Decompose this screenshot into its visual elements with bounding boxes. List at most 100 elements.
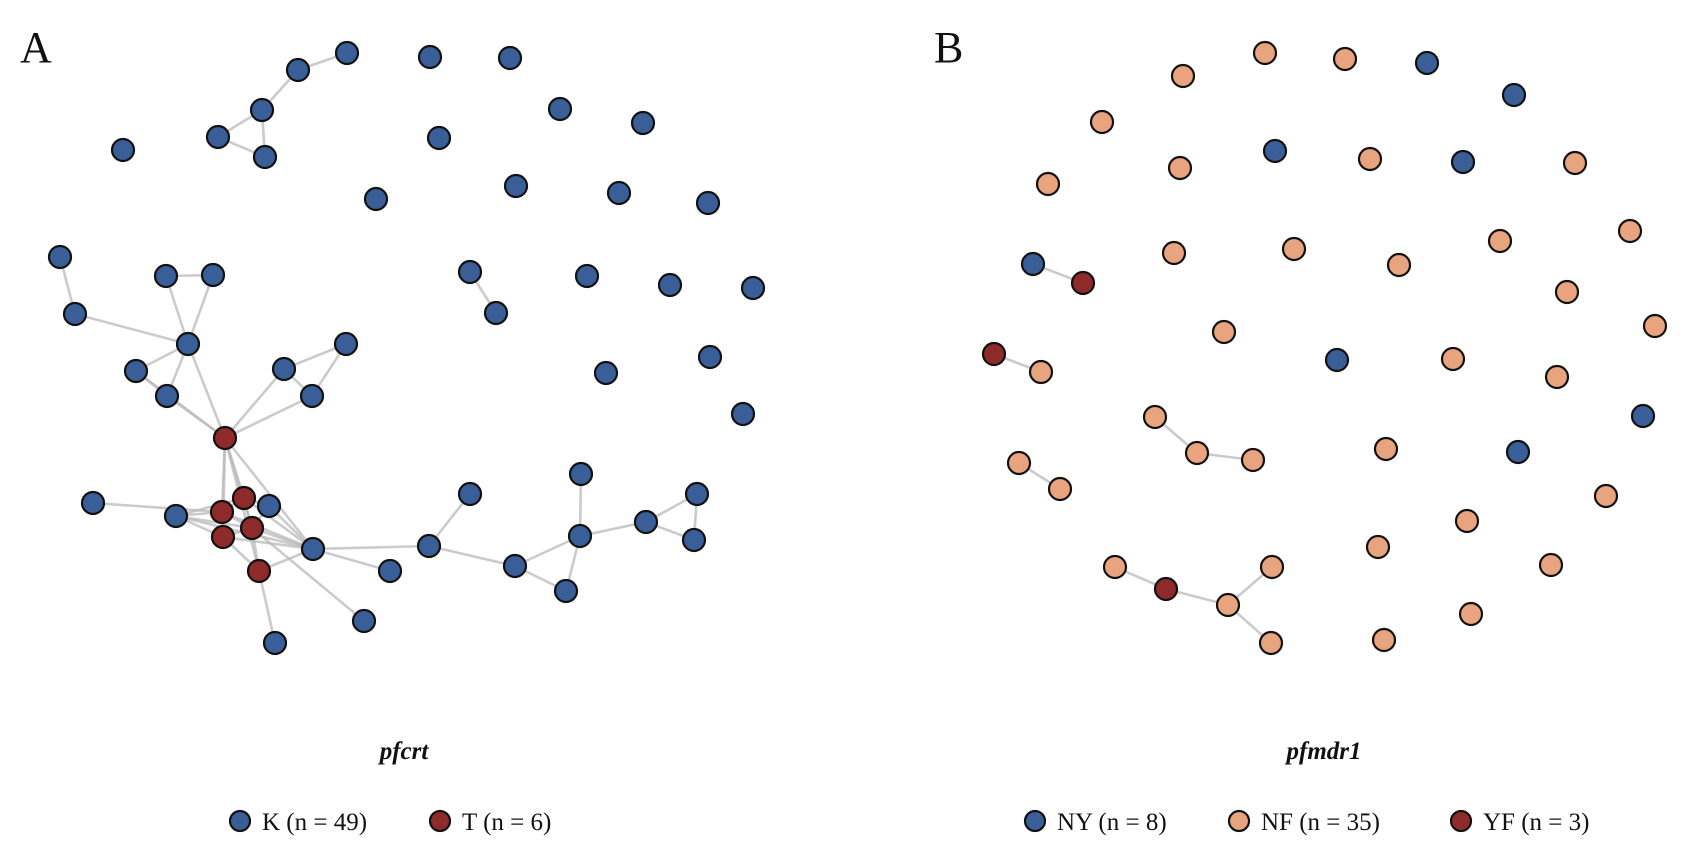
- legend-label-ny: NY (n = 8): [1057, 809, 1167, 836]
- panel-a-edge: [243, 496, 314, 551]
- panel-a-node-blue: [80, 490, 106, 516]
- panel-b-node-peach: [1047, 476, 1073, 502]
- panel-b-node-peach: [1089, 109, 1115, 135]
- panel-a-edge: [92, 501, 223, 514]
- panel-a-edge: [312, 544, 430, 551]
- panel-b-node-peach: [1170, 63, 1196, 89]
- panel-b-node-peach: [1371, 627, 1397, 653]
- panel-b-node-peach: [1617, 218, 1643, 244]
- panel-b-node-peach: [1028, 359, 1054, 385]
- panel-b-node-blue: [1324, 347, 1350, 373]
- panel-a-node-blue: [285, 57, 311, 83]
- panel-a-node-blue: [697, 344, 723, 370]
- panel-a-node-blue: [633, 509, 659, 535]
- panel-a-node-blue: [567, 523, 593, 549]
- panel-b-node-peach: [1240, 447, 1266, 473]
- legend-label-nf: NF (n = 35): [1261, 809, 1380, 836]
- panel-a-node-blue: [110, 137, 136, 163]
- panel-a-node-red: [246, 558, 272, 584]
- panel-a-network: A pfcrt K (n = 49) T (n = 6): [20, 23, 766, 836]
- panel-b-node-peach: [1544, 364, 1570, 390]
- panel-a-node-blue: [457, 481, 483, 507]
- panel-a-node-red: [209, 499, 235, 525]
- panel-a-node-blue: [333, 331, 359, 357]
- panel-b-node-peach: [1554, 279, 1580, 305]
- panel-a-node-blue: [502, 553, 528, 579]
- panel-b-legend: NY (n = 8) NF (n = 35) YF (n = 3): [1023, 809, 1589, 836]
- panel-b-edges: [993, 262, 1273, 644]
- panel-b-node-peach: [1258, 630, 1284, 656]
- panel-b-node-peach: [1458, 601, 1484, 627]
- panel-b-node-peach: [1365, 534, 1391, 560]
- panel-b-node-peach: [1035, 171, 1061, 197]
- panel-a-node-blue: [363, 186, 389, 212]
- panel-a-edges: [58, 51, 699, 644]
- panel-b-node-peach: [1184, 440, 1210, 466]
- panel-b-node-peach: [1357, 146, 1383, 172]
- panel-b-node-peach: [1440, 346, 1466, 372]
- panel-a-node-blue: [252, 144, 278, 170]
- panel-a-node-blue: [205, 124, 231, 150]
- panel-b-node-blue: [1414, 50, 1440, 76]
- panel-a-edge: [222, 535, 314, 551]
- panel-a-edge: [224, 394, 313, 440]
- panel-a-node-blue: [681, 527, 707, 553]
- legend-label-k: K (n = 49): [262, 809, 367, 836]
- panel-a-edge: [312, 547, 391, 573]
- panel-b-node-peach: [1215, 592, 1241, 618]
- panel-a-edge: [428, 544, 516, 568]
- panel-a-node-blue: [684, 481, 710, 507]
- panel-b-node-peach: [1332, 46, 1358, 72]
- panel-a-node-blue: [200, 262, 226, 288]
- panel-a-edge: [223, 437, 315, 550]
- panel-a-node-blue: [123, 358, 149, 384]
- panel-a-node-blue: [457, 259, 483, 285]
- panel-b-node-peach: [1373, 436, 1399, 462]
- panel-b-nodes: [981, 40, 1668, 656]
- panel-b-gene-title: pfmdr1: [1285, 738, 1362, 765]
- panel-b-node-peach: [1211, 319, 1237, 345]
- panel-a-node-blue: [334, 40, 360, 66]
- panel-a-nodes: [47, 40, 766, 656]
- panel-b-node-blue: [1630, 403, 1656, 429]
- panel-a-node-red: [239, 515, 265, 541]
- panel-b-node-peach: [1252, 40, 1278, 66]
- panel-a-edge: [251, 526, 365, 623]
- panel-a-node-blue: [630, 110, 656, 136]
- panel-a-node-blue: [657, 272, 683, 298]
- panel-a-node-blue: [163, 503, 189, 529]
- panel-b-node-peach: [1161, 240, 1187, 266]
- panel-a-node-blue: [730, 401, 756, 427]
- panel-a-node-blue: [249, 97, 275, 123]
- panel-b-node-peach: [1142, 404, 1168, 430]
- panel-a-node-blue: [300, 536, 326, 562]
- panel-b-node-blue: [1501, 82, 1527, 108]
- panel-b-node-blue: [1020, 251, 1046, 277]
- panel-b-node-peach: [1642, 313, 1668, 339]
- panel-b-node-red: [1070, 270, 1096, 296]
- panel-a-legend: K (n = 49) T (n = 6): [228, 809, 551, 836]
- panel-a-node-blue: [377, 558, 403, 584]
- panel-a-node-blue: [416, 533, 442, 559]
- panel-a-node-blue: [47, 244, 73, 270]
- panel-b-node-peach: [1593, 483, 1619, 509]
- panel-a-letter: A: [20, 23, 52, 72]
- panel-b-node-peach: [1386, 252, 1412, 278]
- panel-b-node-peach: [1538, 552, 1564, 578]
- panel-a-node-blue: [175, 331, 201, 357]
- legend-swatch-k: [228, 809, 252, 833]
- panel-b-letter: B: [934, 23, 963, 72]
- panel-a-edge: [186, 343, 227, 439]
- panel-a-node-red: [210, 524, 236, 550]
- panel-a-node-blue: [299, 383, 325, 409]
- legend-label-yf: YF (n = 3): [1483, 809, 1589, 836]
- panel-b-node-peach: [1259, 554, 1285, 580]
- panel-a-gene-title: pfcrt: [378, 738, 430, 765]
- panel-a-node-blue: [574, 263, 600, 289]
- panel-a-edge: [221, 510, 314, 551]
- panel-a-node-blue: [497, 45, 523, 71]
- panel-b-node-peach: [1006, 450, 1032, 476]
- panel-a-node-blue: [553, 578, 579, 604]
- panel-a-node-blue: [351, 608, 377, 634]
- panel-a-node-blue: [740, 275, 766, 301]
